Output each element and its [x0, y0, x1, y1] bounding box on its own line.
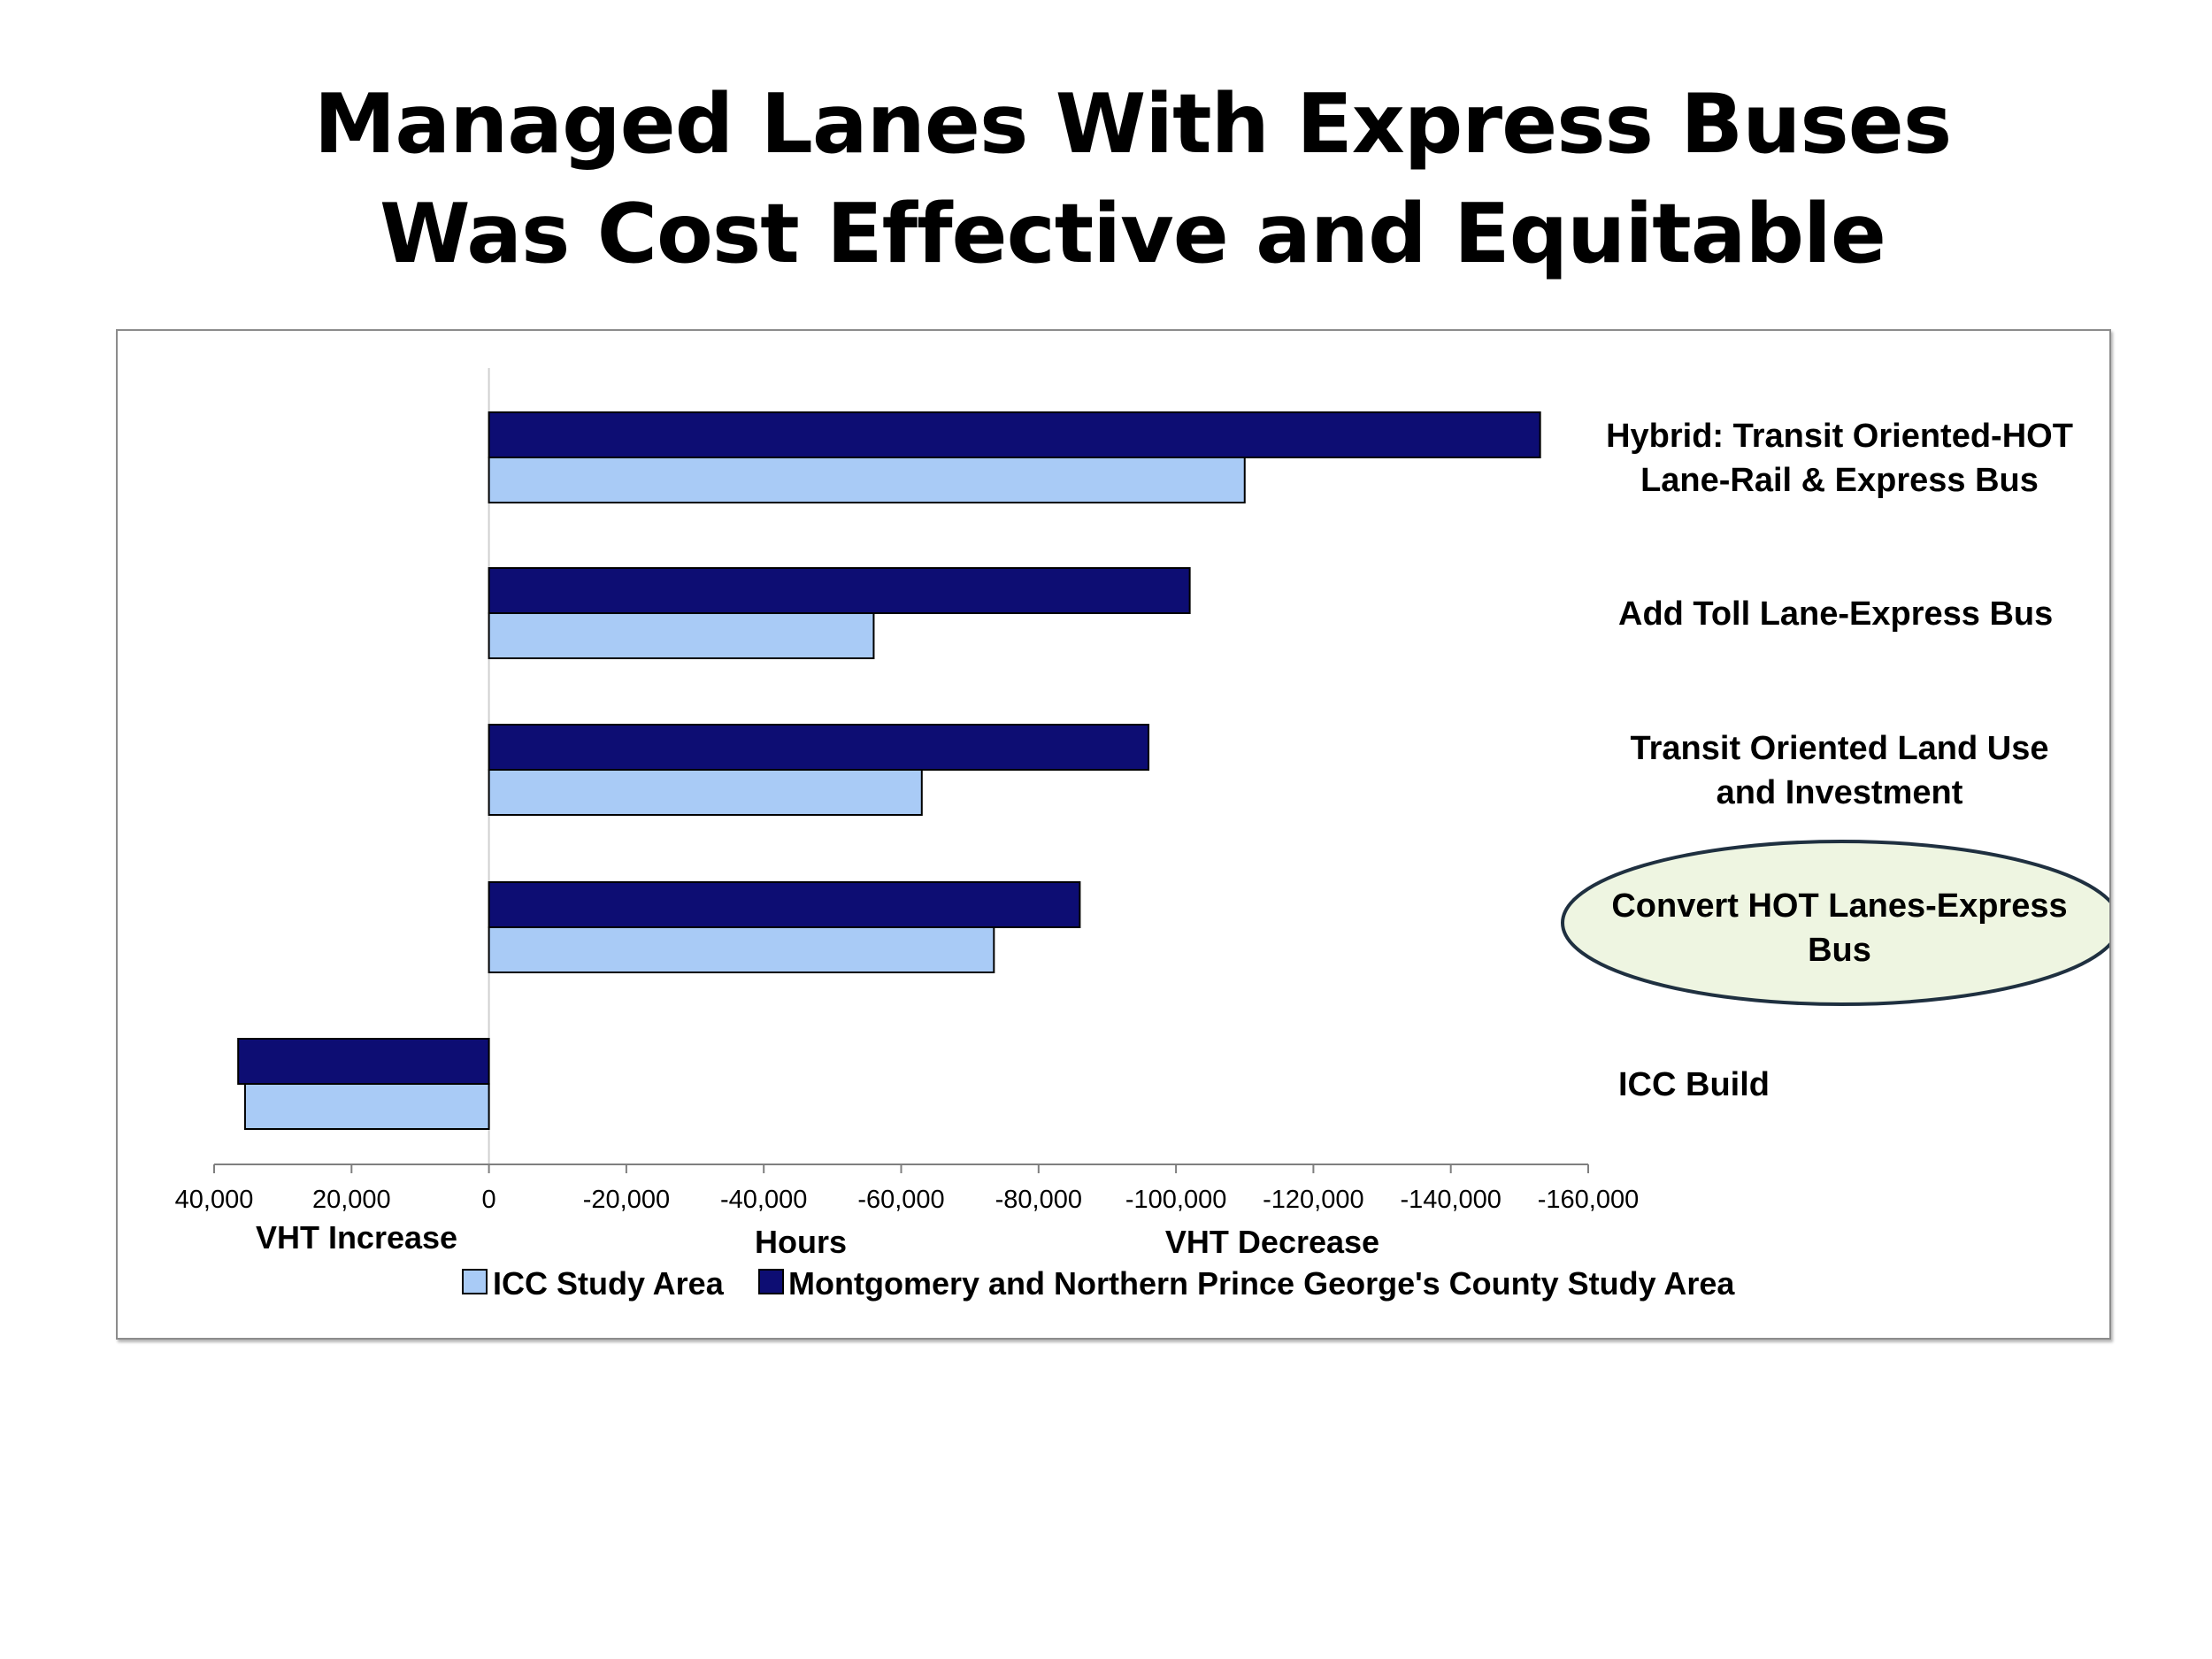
x-axis-word-decrease: VHT Decrease [1165, 1224, 1379, 1260]
x-tick-label-10: -160,000 [1538, 1186, 1640, 1214]
highlight-ellipse [1561, 840, 2109, 1006]
x-tick-label-8: -120,000 [1263, 1186, 1364, 1214]
legend-swatch-0 [462, 1269, 488, 1294]
x-tick-label-4: -40,000 [720, 1186, 807, 1214]
bar-montgomery-1 [488, 567, 1191, 614]
title-line-2: Was Cost Effective and Equitable [380, 186, 1886, 281]
x-tick-label-6: -80,000 [995, 1186, 1082, 1214]
x-tick-label-2: 0 [482, 1186, 496, 1214]
bar-montgomery-4 [237, 1038, 490, 1085]
category-label-1-0: Add Toll Lane-Express Bus [1618, 595, 2053, 633]
legend-label-1: Montgomery and Northern Prince George's … [788, 1265, 1735, 1302]
legend-label-0: ICC Study Area [493, 1265, 725, 1302]
category-label-4-0: ICC Build [1618, 1066, 1770, 1103]
x-tick-label-1: 20,000 [312, 1186, 391, 1214]
x-axis-word-increase: VHT Increase [256, 1219, 457, 1256]
x-tick-label-7: -100,000 [1125, 1186, 1227, 1214]
category-label-2-1: and Investment [1717, 774, 1963, 811]
x-tick-label-9: -140,000 [1400, 1186, 1502, 1214]
legend-swatch-1 [758, 1269, 784, 1294]
vht-bar-chart: Hybrid: Transit Oriented-HOT Lane-Rail & … [175, 368, 2109, 1302]
category-label-3-0: Convert HOT Lanes-Express [1611, 887, 2067, 925]
bar-montgomery-3 [488, 881, 1081, 928]
x-tick-label-3: -20,000 [583, 1186, 670, 1214]
bar-montgomery-0 [488, 411, 1541, 458]
category-label-2-0: Transit Oriented Land Use [1631, 730, 2049, 767]
slide-title: Managed Lanes With Express Buses Was Cos… [0, 69, 2212, 288]
chart-frame: Hybrid: Transit Oriented-HOT Lane-Rail & … [116, 329, 2111, 1340]
category-label-0-0: Hybrid: Transit Oriented-HOT [1606, 418, 2073, 455]
bar-icc-2 [488, 769, 923, 816]
x-tick-label-0: 40,000 [175, 1186, 254, 1214]
bar-montgomery-2 [488, 724, 1150, 771]
x-tick-label-5: -60,000 [857, 1186, 944, 1214]
title-line-1: Managed Lanes With Express Buses [313, 76, 1952, 172]
category-label-3-1: Bus [1808, 932, 1871, 969]
bar-icc-3 [488, 926, 995, 973]
bar-icc-4 [243, 1083, 490, 1130]
bar-icc-1 [488, 612, 875, 659]
category-label-0-1: Lane-Rail & Express Bus [1640, 462, 2039, 499]
bar-icc-0 [488, 457, 1246, 503]
x-axis-label-hours: Hours [755, 1224, 847, 1260]
